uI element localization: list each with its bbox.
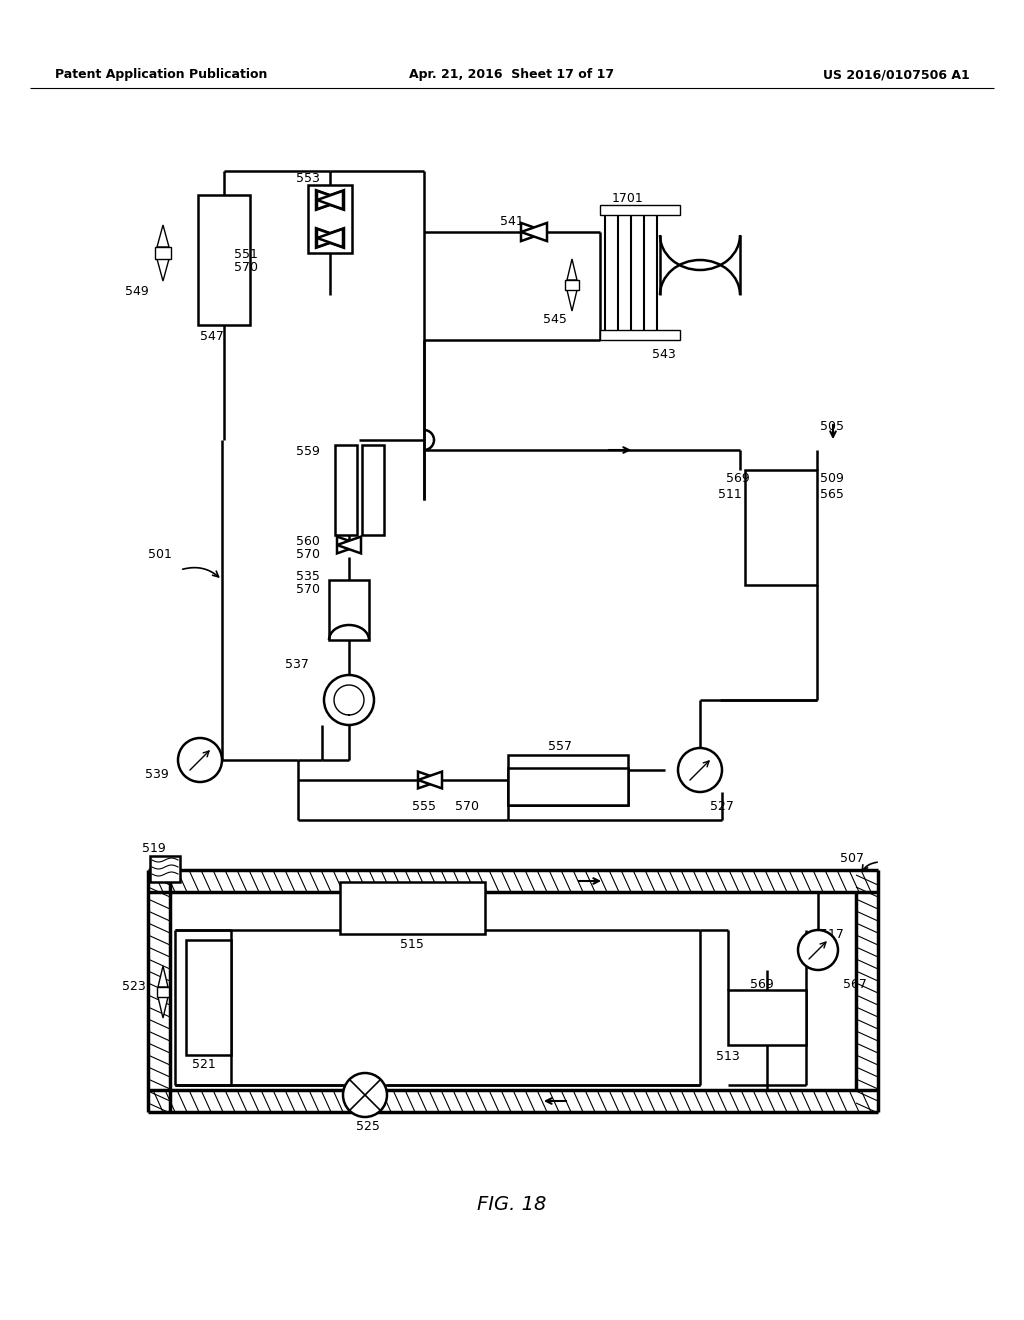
Bar [335,445,357,535]
Text: 513: 513 [716,1049,739,1063]
Text: 501: 501 [148,548,172,561]
Text: 507: 507 [840,851,864,865]
Polygon shape [316,228,344,248]
Bar [150,855,180,882]
Text: 541: 541 [500,215,523,228]
Text: Patent Application Publication: Patent Application Publication [55,69,267,81]
Bar [329,579,369,640]
Text: 525: 525 [356,1119,380,1133]
Polygon shape [158,997,168,1018]
Polygon shape [316,190,344,210]
Polygon shape [317,191,343,209]
Circle shape [678,748,722,792]
Bar [308,185,352,253]
Text: 570: 570 [296,583,319,597]
Text: 560: 560 [296,535,319,548]
Text: 1701: 1701 [612,191,644,205]
Bar [508,768,628,805]
Bar [340,882,485,935]
Polygon shape [418,772,442,788]
Polygon shape [418,772,442,788]
Text: 547: 547 [200,330,224,343]
Text: 567: 567 [843,978,867,991]
Text: 549: 549 [125,285,148,298]
Text: 523: 523 [122,979,145,993]
Text: 505: 505 [820,420,844,433]
Text: 509: 509 [820,473,844,484]
Text: 570: 570 [234,261,258,275]
Text: 521: 521 [193,1059,216,1071]
Circle shape [798,931,838,970]
Polygon shape [317,191,343,209]
Text: 539: 539 [145,768,169,781]
Bar [157,987,169,997]
Polygon shape [157,224,169,247]
Text: Apr. 21, 2016  Sheet 17 of 17: Apr. 21, 2016 Sheet 17 of 17 [410,69,614,81]
Text: Drive: Drive [751,1002,783,1015]
Polygon shape [316,228,344,248]
Text: 519: 519 [142,842,166,855]
Bar [600,330,680,341]
Circle shape [343,1073,387,1117]
Polygon shape [158,966,168,987]
Polygon shape [567,290,577,312]
Text: 527: 527 [710,800,734,813]
Bar [198,195,250,325]
Text: 557: 557 [548,741,572,752]
Text: 565: 565 [820,488,844,502]
Text: 511: 511 [718,488,741,502]
Text: 559: 559 [296,445,319,458]
Text: 569: 569 [750,978,774,991]
Text: 553: 553 [296,172,319,185]
Text: 545: 545 [543,313,567,326]
Bar [362,445,384,535]
Text: 515: 515 [400,939,424,950]
Polygon shape [521,223,547,242]
Bar [728,990,806,1045]
Text: 535: 535 [296,570,319,583]
Text: 537: 537 [285,657,309,671]
Text: 551: 551 [234,248,258,261]
Text: 555: 555 [412,800,436,813]
Text: FIG. 18: FIG. 18 [477,1195,547,1214]
Text: 569: 569 [726,473,750,484]
Text: 570: 570 [296,548,319,561]
Polygon shape [567,259,577,280]
Text: US 2016/0107506 A1: US 2016/0107506 A1 [823,69,970,81]
Bar [600,205,680,215]
Polygon shape [157,259,169,281]
Text: 543: 543 [652,348,676,360]
Text: Converter: Converter [381,909,443,923]
Polygon shape [337,537,361,553]
Bar [186,940,231,1055]
Polygon shape [317,228,343,247]
Text: 570: 570 [455,800,479,813]
Bar [155,247,171,259]
Polygon shape [521,223,547,242]
Polygon shape [316,190,344,210]
Text: 517: 517 [820,928,844,941]
Polygon shape [337,537,361,553]
Bar [745,470,817,585]
Polygon shape [317,228,343,247]
Circle shape [178,738,222,781]
Bar [565,280,579,290]
Text: DC/DC: DC/DC [391,896,432,909]
Text: Train: Train [752,1016,782,1030]
Bar [508,755,628,805]
